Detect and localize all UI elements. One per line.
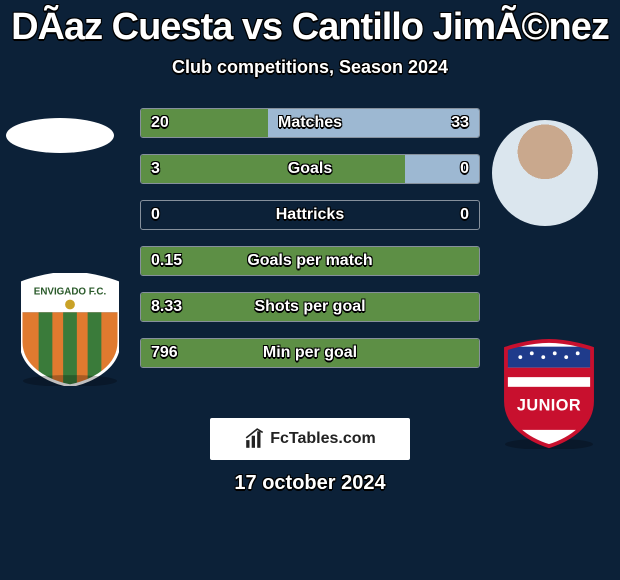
page-subtitle: Club competitions, Season 2024 [0, 57, 620, 78]
stat-row: 2033Matches [140, 108, 480, 138]
stat-row: 30Goals [140, 154, 480, 184]
date-text: 17 october 2024 [0, 472, 620, 495]
brand-badge[interactable]: FcTables.com [210, 418, 410, 460]
comparison-content: ENVIGADO F.C. JUNIOR 2033Matches30Goals0… [0, 98, 620, 398]
stat-label: Min per goal [141, 339, 479, 367]
stat-row: 0.15Goals per match [140, 246, 480, 276]
stats-bars: 2033Matches 30Goals 00Hattricks 0.15Goals p… [140, 108, 480, 384]
stat-label: Matches [141, 109, 479, 137]
stat-label: Goals per match [141, 247, 479, 275]
stat-label: Shots per goal [141, 293, 479, 321]
chart-icon [244, 428, 266, 450]
club-badge-left: ENVIGADO F.C. [21, 273, 119, 386]
stat-label: Goals [141, 155, 479, 183]
stat-label: Hattricks [141, 201, 479, 229]
page-title: DÃ­az Cuesta vs Cantillo JimÃ©nez [0, 6, 620, 49]
brand-text: FcTables.com [270, 430, 376, 448]
stat-row: 8.33Shots per goal [140, 292, 480, 322]
player-right-avatar [492, 120, 598, 226]
stat-row: 00Hattricks [140, 200, 480, 230]
stat-row: 796Min per goal [140, 338, 480, 368]
svg-text:ENVIGADO F.C.: ENVIGADO F.C. [34, 287, 107, 298]
club-badge-right: JUNIOR [501, 339, 597, 449]
player-left-avatar [6, 118, 114, 153]
svg-text:JUNIOR: JUNIOR [517, 397, 581, 415]
